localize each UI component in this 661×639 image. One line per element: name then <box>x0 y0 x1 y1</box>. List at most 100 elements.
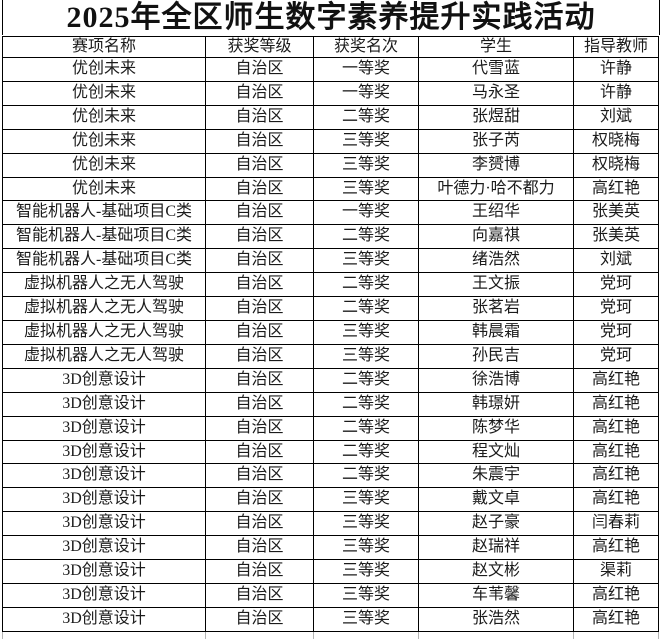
table-row: 3D创意设计 自治区 三等奖 赵瑞祥 高红艳 <box>2 535 659 561</box>
table-row: 虚拟机器人之无人驾驶 自治区 二等奖 王文振 党珂 <box>2 272 659 298</box>
table-cell: 刘斌 <box>573 248 659 274</box>
table-cell: 张浩然 <box>418 606 574 632</box>
table-cell: 渠莉 <box>573 559 659 584</box>
table-row: 3D创意设计 自治区 二等奖 韩璟妍 高红艳 <box>2 391 659 417</box>
table-cell <box>418 630 574 639</box>
table-cell: 自治区 <box>205 535 314 561</box>
table-cell: 3D创意设计 <box>2 582 206 608</box>
table-cell <box>205 630 314 639</box>
table-cell: 自治区 <box>205 367 314 393</box>
table-cell: 自治区 <box>205 343 314 369</box>
table-cell: 优创未来 <box>2 57 206 82</box>
table-cell: 自治区 <box>205 487 314 513</box>
table-row: 优创未来 自治区 三等奖 李赟博 权晓梅 <box>2 152 659 178</box>
table-row: 3D创意设计 自治区 二等奖 朱震宇 高红艳 <box>2 463 659 489</box>
table-row: 优创未来 自治区 一等奖 代雪蓝 许静 <box>2 57 659 82</box>
table-cell: 虚拟机器人之无人驾驶 <box>2 272 206 298</box>
table-row: 智能机器人-基础项目C类 自治区 三等奖 绪浩然 刘斌 <box>2 248 659 274</box>
table-cell: 代雪蓝 <box>418 57 574 82</box>
table-cell: 程文灿 <box>418 439 574 465</box>
table-cell: 王绍华 <box>418 200 574 226</box>
table-cell <box>2 630 206 639</box>
table-row: 3D创意设计 自治区 三等奖 赵子豪 闫春莉 <box>2 511 659 537</box>
table-cell: 高红艳 <box>573 391 659 417</box>
table-cell: 马永圣 <box>418 80 574 106</box>
table-cell: 二等奖 <box>313 104 419 130</box>
table-cell: 高红艳 <box>573 582 659 608</box>
table-cell: 3D创意设计 <box>2 415 206 441</box>
page-title: 2025年全区师生数字素养提升实践活动 <box>2 0 660 35</box>
table-cell: 张煜甜 <box>418 104 574 130</box>
table-cell <box>573 630 659 639</box>
table-cell: 3D创意设计 <box>2 463 206 489</box>
table-row: 虚拟机器人之无人驾驶 自治区 二等奖 张茗岩 党珂 <box>2 296 659 321</box>
table-cell: 高红艳 <box>573 535 659 561</box>
table-row: 3D创意设计 自治区 三等奖 张浩然 高红艳 <box>2 606 659 632</box>
table-cell: 自治区 <box>205 272 314 298</box>
table-row: 3D创意设计 自治区 三等奖 赵文彬 渠莉 <box>2 559 659 584</box>
table-cell: 高红艳 <box>573 606 659 632</box>
table-cell: 一等奖 <box>313 80 419 106</box>
table-cell: 一等奖 <box>313 200 419 226</box>
table-cell: 自治区 <box>205 439 314 465</box>
table-cell: 张美英 <box>573 224 659 250</box>
table-cell: 赵子豪 <box>418 511 574 537</box>
table-row: 虚拟机器人之无人驾驶 自治区 三等奖 韩晨霜 党珂 <box>2 319 659 345</box>
table-cell: 高红艳 <box>573 463 659 489</box>
table-cell: 自治区 <box>205 391 314 417</box>
table-cell: 三等奖 <box>313 559 419 584</box>
table-row: 智能机器人-基础项目C类 自治区 一等奖 王绍华 张美英 <box>2 200 659 226</box>
table-cell: 智能机器人-基础项目C类 <box>2 200 206 226</box>
table-cell: 自治区 <box>205 559 314 584</box>
table-row: 优创未来 自治区 一等奖 马永圣 许静 <box>2 80 659 106</box>
table-cell: 3D创意设计 <box>2 439 206 465</box>
table-cell: 韩晨霜 <box>418 319 574 345</box>
table-cell: 二等奖 <box>313 296 419 321</box>
table-cell: 自治区 <box>205 463 314 489</box>
table-cell: 3D创意设计 <box>2 391 206 417</box>
table-cell: 自治区 <box>205 200 314 226</box>
table-row: 优创未来 自治区 三等奖 叶德力·哈不都力 高红艳 <box>2 176 659 202</box>
table-cell: 二等奖 <box>313 224 419 250</box>
table-cell: 党珂 <box>573 319 659 345</box>
table-cell: 二等奖 <box>313 391 419 417</box>
awards-table: 赛项名称 获奖等级 获奖名次 学生 指导教师 优创未来 自治区 一等奖 代雪蓝 许静 优创未来 自治… <box>2 36 659 639</box>
table-cell: 张茗岩 <box>418 296 574 321</box>
table-cell: 赵文彬 <box>418 559 574 584</box>
table-cell: 车苇馨 <box>418 582 574 608</box>
table-cell: 自治区 <box>205 296 314 321</box>
table-cell: 陈梦华 <box>418 415 574 441</box>
table-cell: 闫春莉 <box>573 511 659 537</box>
table-cell: 刘斌 <box>573 104 659 130</box>
table-cell: 赵瑞祥 <box>418 535 574 561</box>
table-cell: 自治区 <box>205 415 314 441</box>
table-cell: 朱震宇 <box>418 463 574 489</box>
table-cell: 许静 <box>573 80 659 106</box>
table-cell: 权晓梅 <box>573 152 659 178</box>
table-cell: 孙民吉 <box>418 343 574 369</box>
table-cell: 虚拟机器人之无人驾驶 <box>2 343 206 369</box>
table-header-row: 赛项名称 获奖等级 获奖名次 学生 指导教师 <box>2 36 659 58</box>
table-cell: 绪浩然 <box>418 248 574 274</box>
table-cell: 高红艳 <box>573 415 659 441</box>
column-header: 获奖等级 <box>205 36 314 58</box>
table-cell: 韩璟妍 <box>418 391 574 417</box>
table-cell: 自治区 <box>205 57 314 82</box>
table-cell: 许静 <box>573 57 659 82</box>
table-cell: 三等奖 <box>313 176 419 202</box>
table-cell: 自治区 <box>205 224 314 250</box>
table-cell: 徐浩博 <box>418 367 574 393</box>
table-cell: 自治区 <box>205 319 314 345</box>
table-cell: 3D创意设计 <box>2 606 206 632</box>
table-cell: 三等奖 <box>313 487 419 513</box>
table-cell: 三等奖 <box>313 535 419 561</box>
table-cell: 自治区 <box>205 80 314 106</box>
table-row: 3D创意设计 自治区 三等奖 戴文卓 高红艳 <box>2 487 659 513</box>
table-cell: 高红艳 <box>573 367 659 393</box>
table-cell: 虚拟机器人之无人驾驶 <box>2 319 206 345</box>
table-cell: 高红艳 <box>573 439 659 465</box>
table-cell: 叶德力·哈不都力 <box>418 176 574 202</box>
table-cell: 3D创意设计 <box>2 535 206 561</box>
table-cell: 张子芮 <box>418 128 574 154</box>
table-cell: 向嘉祺 <box>418 224 574 250</box>
